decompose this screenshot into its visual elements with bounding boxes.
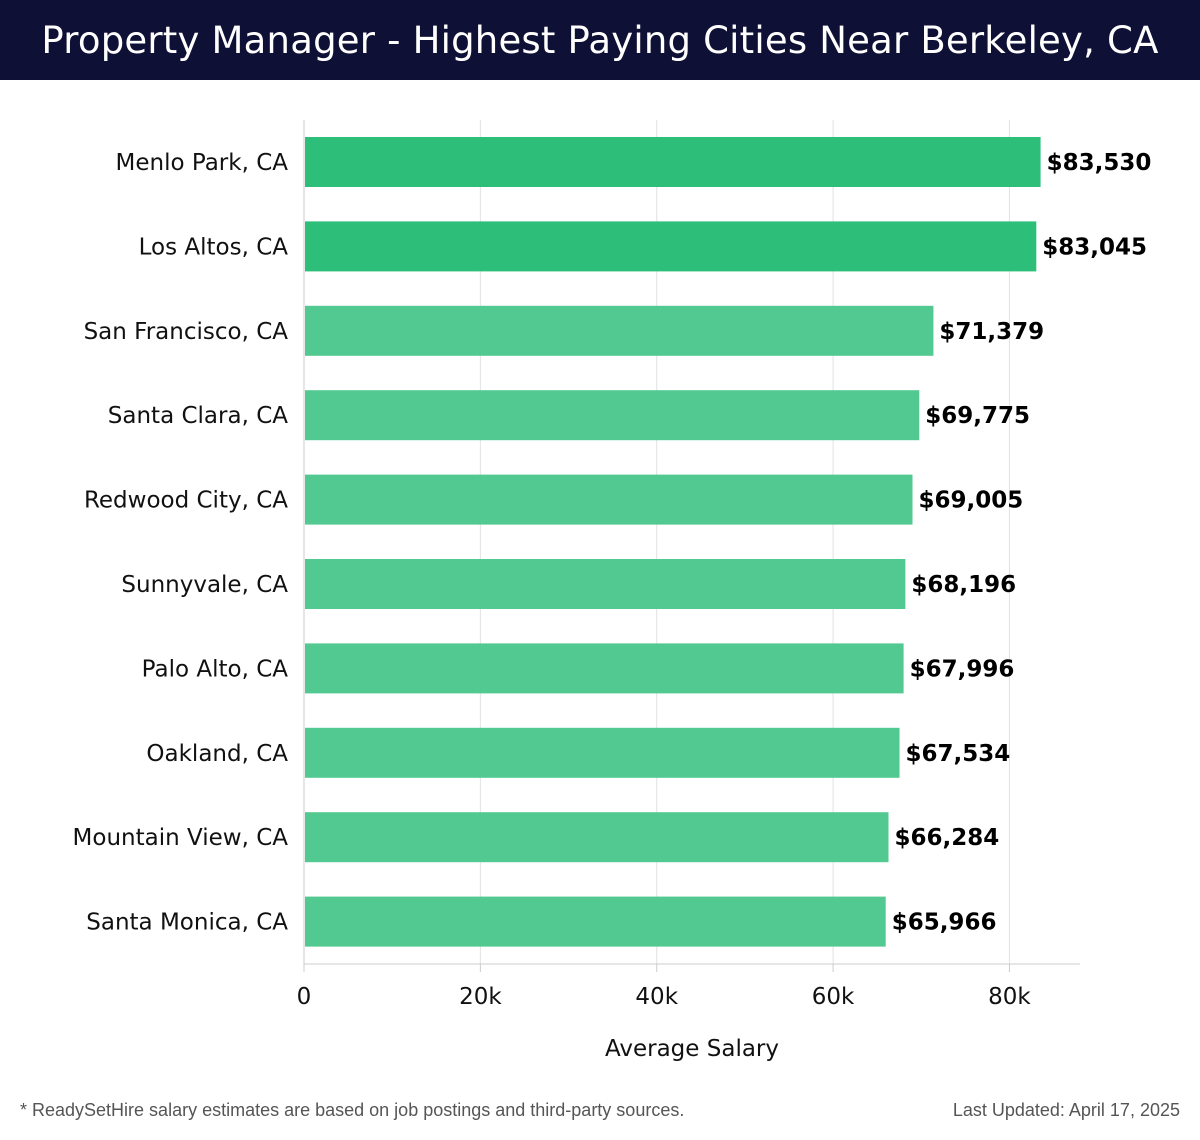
data-label: $67,996 (910, 656, 1015, 682)
data-label: $65,966 (892, 910, 997, 936)
x-tick-label: 60k (812, 984, 855, 1010)
bar (305, 474, 913, 525)
bar (305, 643, 904, 694)
data-label: $71,379 (939, 319, 1044, 345)
data-label: $68,196 (911, 572, 1016, 598)
data-label: $83,530 (1047, 150, 1152, 176)
x-tick-label: 40k (635, 984, 678, 1010)
bar (305, 137, 1041, 187)
category-label: Los Altos, CA (139, 234, 289, 260)
bar (305, 896, 886, 947)
bar (305, 727, 900, 778)
category-label: Mountain View, CA (73, 825, 289, 851)
data-label: $67,534 (906, 741, 1011, 767)
category-label: Santa Clara, CA (108, 403, 288, 429)
category-label: Santa Monica, CA (86, 910, 288, 936)
data-label: $69,775 (925, 403, 1030, 429)
chart-title: Property Manager - Highest Paying Cities… (41, 18, 1159, 62)
data-label: $69,005 (918, 488, 1023, 514)
bar (305, 390, 920, 441)
data-label: $66,284 (895, 825, 1000, 851)
x-tick-label: 0 (297, 984, 312, 1010)
category-label: Oakland, CA (146, 741, 288, 767)
bar (305, 812, 889, 863)
salary-bar-chart: Menlo Park, CA $83,530 Los Altos, CA $83,04… (73, 120, 1152, 1062)
chart-header: Property Manager - Highest Paying Cities… (0, 0, 1200, 80)
category-label: Palo Alto, CA (142, 656, 289, 682)
footer-disclaimer: * ReadySetHire salary estimates are base… (20, 1100, 685, 1120)
category-label: Menlo Park, CA (116, 150, 289, 176)
x-tick-label: 80k (988, 984, 1031, 1010)
bar (305, 221, 1037, 272)
bar (305, 559, 906, 609)
category-label: San Francisco, CA (84, 319, 289, 345)
x-tick-label: 20k (459, 984, 502, 1010)
bar (305, 305, 934, 356)
category-label: Redwood City, CA (84, 488, 288, 514)
x-axis-title: Average Salary (605, 1036, 779, 1062)
data-label: $83,045 (1042, 234, 1147, 260)
category-label: Sunnyvale, CA (121, 572, 288, 598)
footer-last-updated: Last Updated: April 17, 2025 (952, 1100, 1180, 1120)
